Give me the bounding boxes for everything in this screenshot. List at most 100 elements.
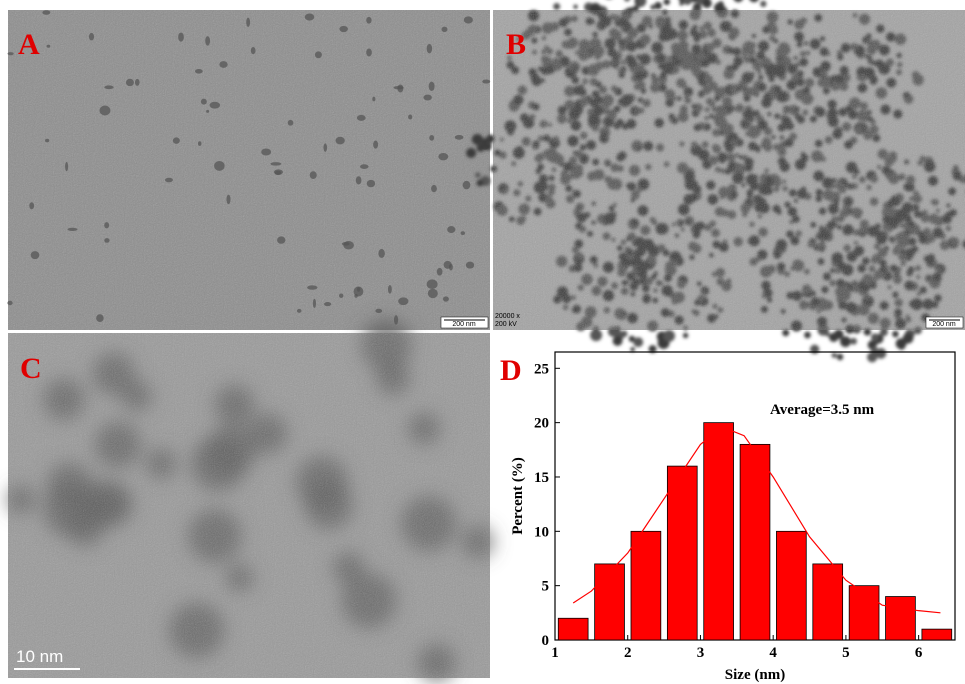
particle bbox=[429, 135, 434, 141]
x-axis-label: Size (nm) bbox=[725, 667, 785, 683]
particle bbox=[307, 285, 317, 289]
particle bbox=[650, 5, 655, 10]
particle bbox=[65, 162, 68, 171]
particle bbox=[810, 345, 819, 354]
particle bbox=[472, 134, 483, 145]
particle bbox=[367, 180, 375, 187]
voltage: 200 kV bbox=[495, 321, 517, 328]
particle bbox=[104, 222, 109, 228]
x-tick-label: 1 bbox=[551, 645, 559, 661]
particle bbox=[339, 26, 347, 32]
particle bbox=[837, 354, 844, 361]
particle bbox=[173, 137, 180, 143]
particle bbox=[613, 336, 623, 346]
particle bbox=[310, 171, 317, 179]
scale-bar-label: 200 nm bbox=[932, 321, 956, 328]
particle bbox=[378, 249, 384, 258]
y-tick-label: 15 bbox=[534, 470, 549, 486]
particle bbox=[261, 149, 271, 156]
particle bbox=[305, 13, 314, 20]
particle bbox=[372, 97, 375, 102]
particle bbox=[29, 202, 34, 209]
particle bbox=[8, 52, 14, 55]
particle bbox=[165, 178, 173, 183]
particle bbox=[96, 314, 104, 322]
particle bbox=[663, 330, 675, 342]
annotation: Average=3.5 nm bbox=[770, 402, 875, 418]
particle bbox=[871, 333, 879, 341]
panel-a: 200 nm A bbox=[7, 10, 490, 330]
particle bbox=[126, 79, 134, 86]
particle bbox=[760, 1, 766, 7]
particle bbox=[442, 27, 448, 32]
panel-c: 10 nm C bbox=[7, 319, 494, 682]
particle bbox=[214, 161, 225, 171]
particle bbox=[702, 0, 712, 8]
particle bbox=[664, 0, 671, 5]
particle bbox=[388, 285, 392, 294]
particle bbox=[431, 185, 437, 192]
x-tick-label: 3 bbox=[697, 645, 705, 661]
particle bbox=[475, 172, 480, 177]
particle bbox=[477, 179, 484, 186]
particle bbox=[67, 228, 77, 231]
particle bbox=[89, 33, 94, 41]
particle bbox=[832, 353, 837, 358]
particle bbox=[428, 289, 438, 298]
bar bbox=[740, 444, 770, 640]
particle bbox=[342, 242, 350, 246]
particle bbox=[630, 347, 635, 352]
particle bbox=[277, 236, 285, 243]
particle bbox=[195, 69, 203, 74]
particle bbox=[274, 169, 283, 175]
particle bbox=[297, 309, 302, 313]
particle bbox=[896, 338, 907, 349]
particle bbox=[104, 85, 113, 89]
particle bbox=[339, 293, 343, 297]
particle bbox=[429, 82, 435, 91]
particle bbox=[427, 44, 432, 53]
particle bbox=[100, 106, 111, 116]
particle bbox=[782, 329, 789, 336]
y-axis-label: Percent (%) bbox=[510, 457, 526, 535]
particle bbox=[354, 287, 364, 297]
y-tick-label: 10 bbox=[534, 524, 549, 540]
particle bbox=[826, 332, 830, 336]
particle bbox=[210, 102, 220, 109]
bar bbox=[595, 564, 625, 640]
bar bbox=[813, 564, 843, 640]
scale-bar-label: 10 nm bbox=[16, 647, 63, 666]
particle bbox=[461, 231, 465, 235]
particle bbox=[408, 114, 412, 119]
particle bbox=[682, 0, 692, 5]
particle bbox=[398, 297, 408, 305]
particle bbox=[201, 99, 207, 105]
particle bbox=[198, 141, 201, 146]
bar bbox=[922, 629, 952, 640]
particle bbox=[463, 181, 471, 189]
bar bbox=[886, 597, 916, 640]
figure: 200 nm A 200 nm 20000 x 200 kV B 10 nm C… bbox=[0, 0, 965, 684]
x-tick-label: 6 bbox=[915, 645, 923, 661]
bar bbox=[558, 618, 588, 640]
bar bbox=[631, 531, 661, 640]
particle bbox=[42, 10, 50, 15]
particle bbox=[366, 17, 371, 24]
particle bbox=[749, 0, 760, 2]
bar bbox=[776, 531, 806, 640]
particle bbox=[573, 5, 577, 9]
particle bbox=[356, 176, 362, 184]
particle bbox=[654, 2, 662, 10]
particle bbox=[393, 86, 403, 89]
particle bbox=[624, 0, 630, 2]
particle bbox=[357, 115, 366, 121]
particle bbox=[205, 36, 210, 45]
particle bbox=[375, 309, 382, 313]
particle bbox=[695, 5, 700, 10]
panel-label: C bbox=[20, 352, 42, 385]
particle bbox=[47, 45, 51, 48]
y-tick-label: 5 bbox=[542, 579, 550, 595]
panel-b: 200 nm 20000 x 200 kV B bbox=[466, 0, 965, 362]
bar bbox=[704, 423, 734, 640]
